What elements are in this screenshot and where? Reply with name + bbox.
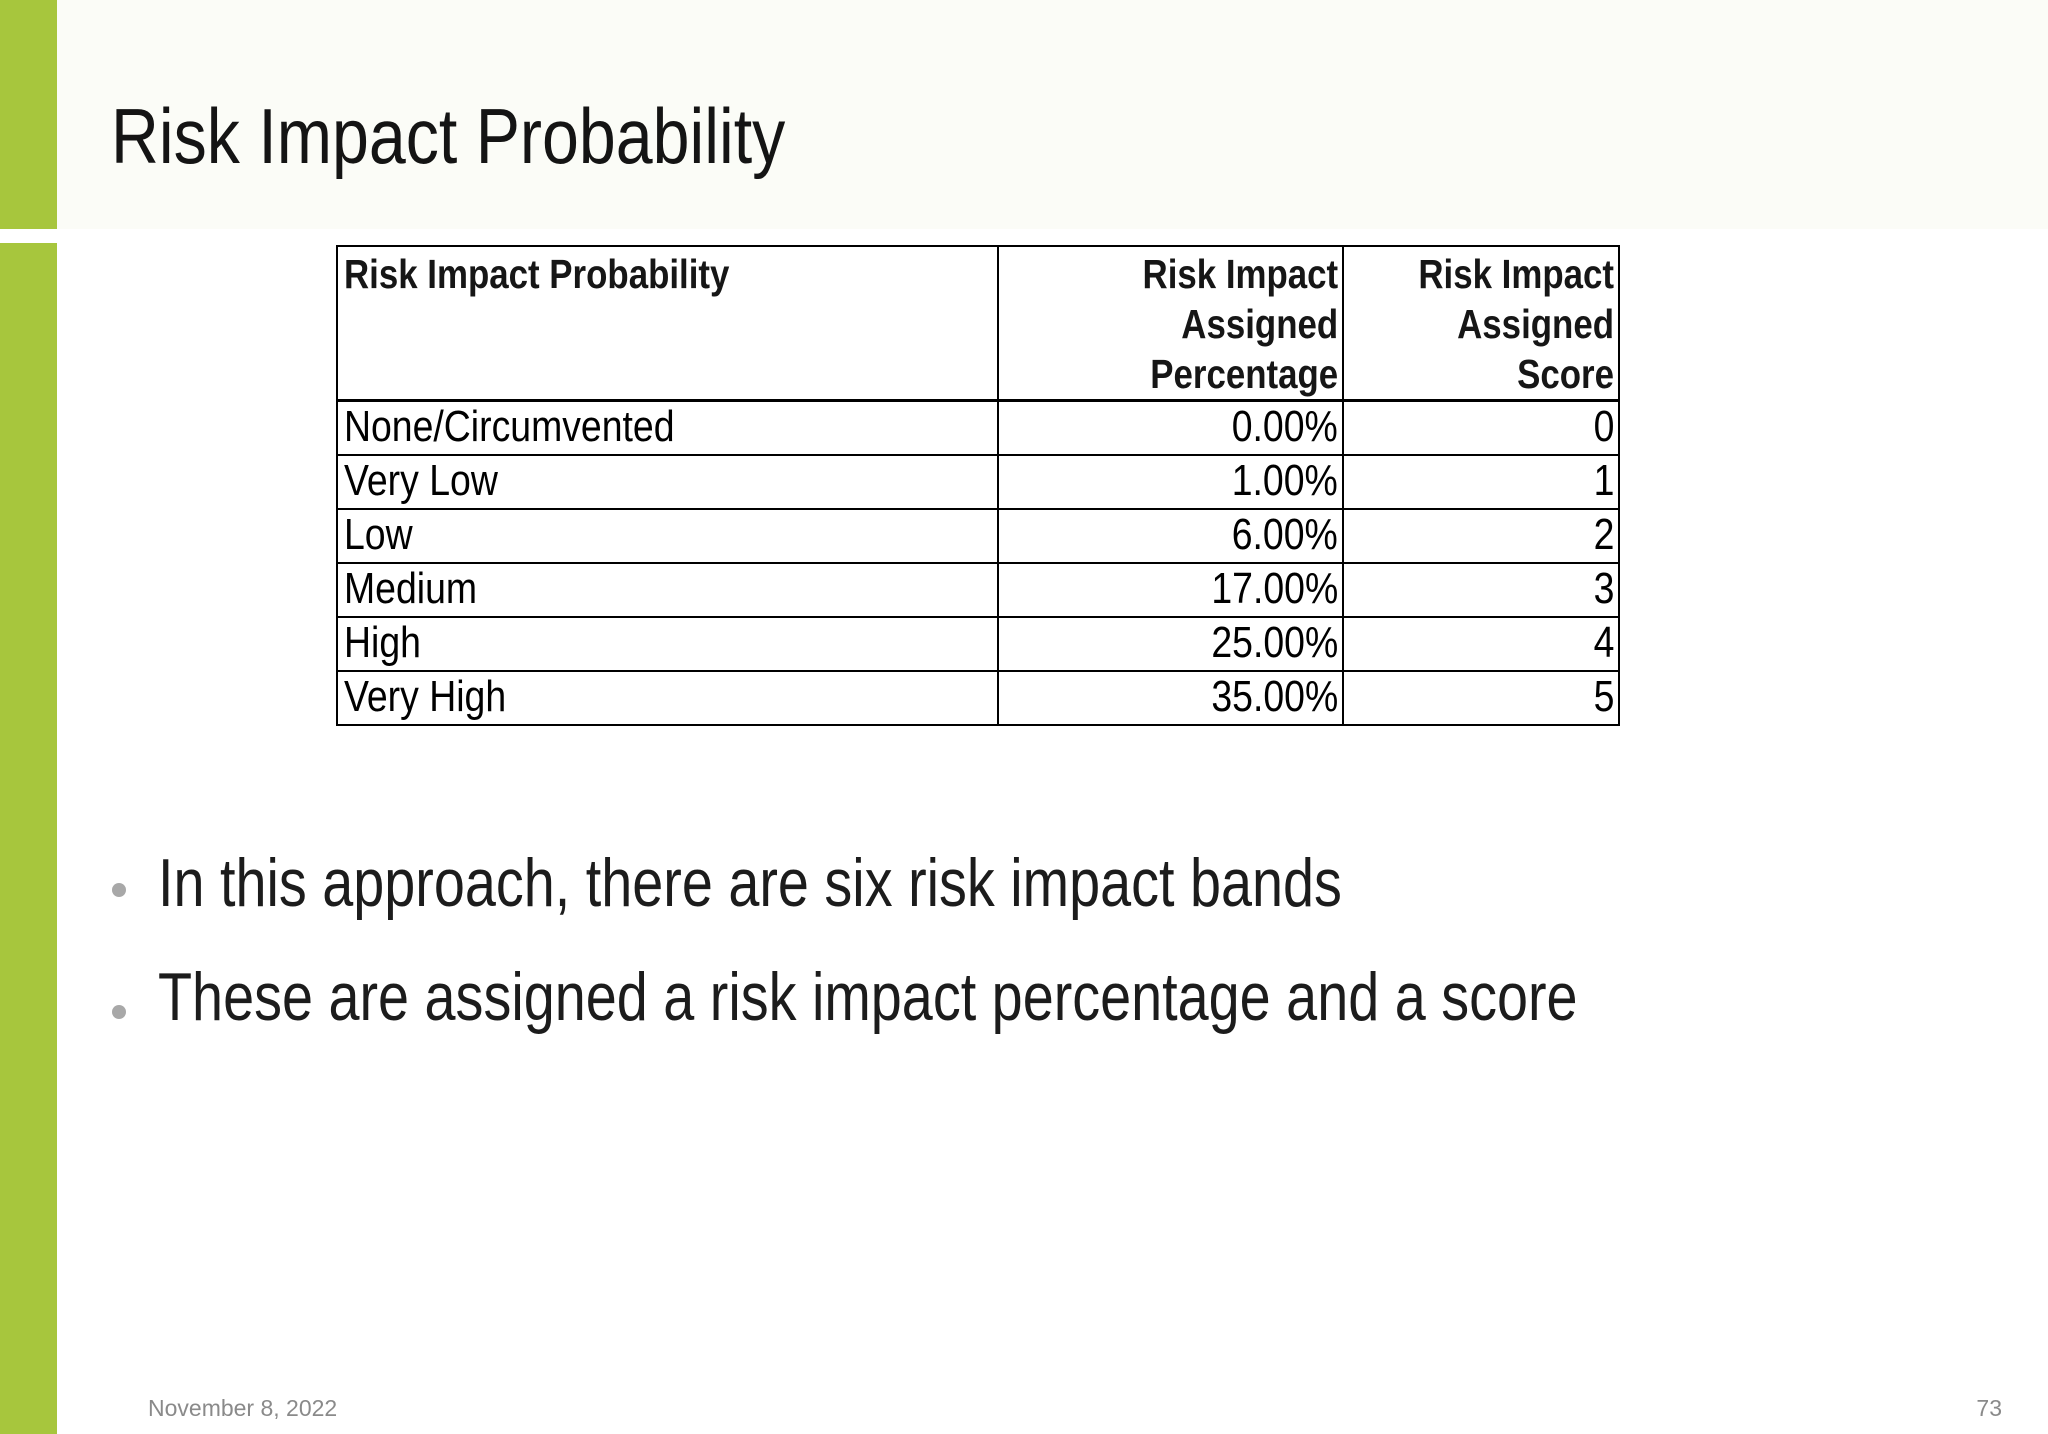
bullet-item: These are assigned a risk impact percent… [158,958,1889,1036]
bullet-text: These are assigned a risk impact percent… [158,959,1578,1035]
cell-score: 2 [1342,508,1620,564]
cell-percentage: 0.00% [997,399,1344,456]
slide-title: Risk Impact Probability [111,92,904,182]
cell-percentage: 25.00% [997,616,1344,672]
table-row: High 25.00% 4 [336,616,1620,672]
bullet-icon [112,1005,126,1019]
table-row: Low 6.00% 2 [336,508,1620,564]
column-header-assigned-percentage: Risk Impact Assigned Percentage [997,245,1344,402]
cell-band: Very Low [336,454,999,510]
bullet-item: In this approach, there are six risk imp… [158,844,1602,922]
cell-band: None/Circumvented [336,399,999,456]
table-row: Very Low 1.00% 1 [336,454,1620,510]
cell-percentage: 17.00% [997,562,1344,618]
footer-page-number: 73 [1976,1395,2002,1421]
bullet-icon [112,883,126,897]
cell-band: Very High [336,670,999,726]
table-row: None/Circumvented 0.00% 0 [336,399,1620,456]
cell-band: Low [336,508,999,564]
cell-percentage: 35.00% [997,670,1344,726]
cell-score: 1 [1342,454,1620,510]
column-header-probability: Risk Impact Probability [336,245,999,402]
cell-score: 5 [1342,670,1620,726]
cell-score: 0 [1342,399,1620,456]
slide-title-text: Risk Impact Probability [111,92,786,180]
footer-date: November 8, 2022 [148,1395,338,1421]
cell-percentage: 1.00% [997,454,1344,510]
table-header-row: Risk Impact Probability Risk Impact Assi… [336,245,1620,402]
cell-band: High [336,616,999,672]
table-row: Very High 35.00% 5 [336,670,1620,726]
risk-impact-table: Risk Impact Probability Risk Impact Assi… [336,245,1620,726]
bullet-text: In this approach, there are six risk imp… [158,845,1342,921]
title-band [0,0,2048,229]
table-row: Medium 17.00% 3 [336,562,1620,618]
cell-percentage: 6.00% [997,508,1344,564]
cell-score: 3 [1342,562,1620,618]
cell-band: Medium [336,562,999,618]
accent-bar-top [0,0,57,229]
column-header-assigned-score: Risk Impact Assigned Score [1342,245,1620,402]
cell-score: 4 [1342,616,1620,672]
accent-bar-bottom [0,243,57,1434]
